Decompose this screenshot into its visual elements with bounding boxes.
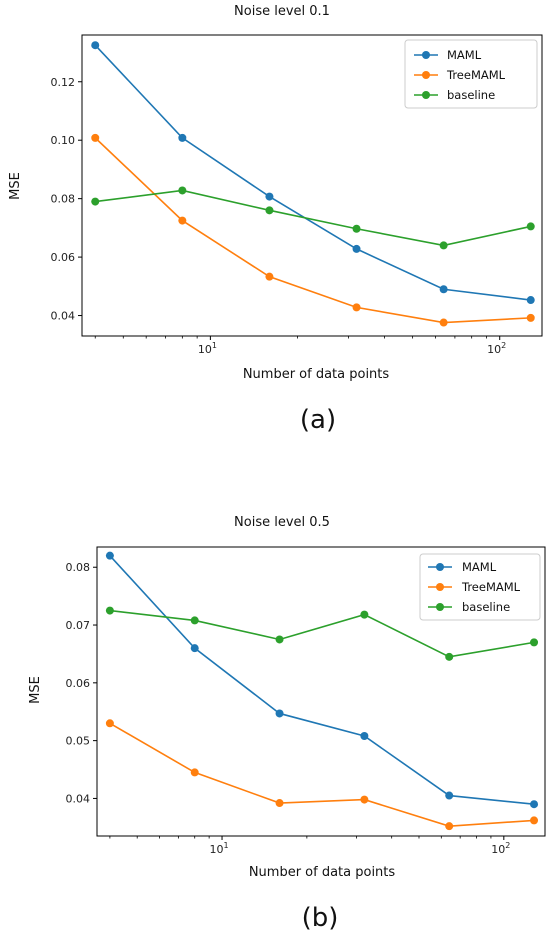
chart-a-legend-label-baseline: baseline — [447, 88, 495, 102]
chart-b-x-tick-label: 101 — [209, 841, 228, 856]
chart-a-y-tick-label: 0.10 — [51, 134, 76, 147]
chart-b-series — [105, 551, 539, 831]
chart-a-point-maml — [265, 192, 274, 201]
chart-a-line-baseline — [95, 189, 531, 247]
chart-a-point-baseline — [526, 222, 535, 231]
chart-a-y-tick-label: 0.04 — [51, 310, 76, 323]
chart-b-line-treemaml — [109, 722, 535, 827]
chart-b-point-treemaml — [105, 719, 114, 728]
chart-a-point-maml — [178, 133, 187, 142]
chart-a-y-tick-label: 0.08 — [51, 193, 76, 206]
chart-b-point-maml — [530, 800, 539, 809]
chart-b-line-maml — [109, 555, 535, 806]
chart-a-y-axis-label: MSE — [8, 172, 23, 200]
chart-a-series — [91, 41, 535, 327]
chart-b-point-maml — [190, 644, 199, 653]
chart-b-plot-area — [96, 546, 546, 837]
chart-b-title: Noise level 0.5 — [234, 515, 330, 530]
chart-b-x-ticks: 101 102 — [109, 836, 510, 856]
chart-b-legend-dot-baseline — [436, 603, 444, 611]
chart-b-point-maml — [105, 551, 114, 560]
chart-a-point-maml — [352, 244, 361, 253]
chart-a-point-baseline — [439, 241, 448, 250]
chart-a-legend-label-maml: MAML — [447, 48, 482, 62]
chart-a-point-baseline — [91, 197, 100, 206]
chart-a-y-tick-label: 0.06 — [51, 251, 76, 264]
chart-a-title: Noise level 0.1 — [234, 4, 330, 19]
chart-a-y-ticks: 0.04 0.06 0.08 0.10 0.12 — [51, 76, 82, 323]
chart-b-legend-label-maml: MAML — [462, 560, 497, 574]
chart-b-y-tick-label: 0.06 — [66, 677, 91, 690]
chart-b-legend-label-baseline: baseline — [462, 600, 510, 614]
chart-b: Noise level 0.5 0.04 0.05 0.06 0.07 0.08 101… — [28, 515, 546, 933]
chart-a-point-baseline — [265, 206, 274, 215]
chart-b-y-tick-label: 0.05 — [66, 735, 91, 748]
chart-a-x-ticks: 101 102 — [94, 336, 506, 356]
chart-b-y-tick-label: 0.07 — [66, 619, 91, 632]
chart-a-x-tick-label: 102 — [487, 341, 506, 356]
chart-a-y-tick-label: 0.12 — [51, 76, 76, 89]
chart-b-point-treemaml — [190, 768, 199, 777]
chart-b-caption: (b) — [302, 903, 339, 933]
chart-b-y-tick-label: 0.04 — [66, 792, 91, 805]
chart-b-legend-label-treemaml: TreeMAML — [461, 580, 521, 594]
chart-b-point-baseline — [105, 606, 114, 615]
chart-a-point-treemaml — [91, 133, 100, 142]
chart-a-point-maml — [439, 285, 448, 294]
chart-a-point-treemaml — [265, 272, 274, 281]
chart-a-legend: MAML TreeMAML baseline — [404, 39, 538, 109]
chart-a: Noise level 0.1 0.04 0.06 0.08 0.10 0.12 101… — [8, 4, 543, 435]
chart-b-point-baseline — [445, 652, 454, 661]
chart-b-y-axis-label: MSE — [28, 676, 43, 704]
chart-a-point-treemaml — [352, 303, 361, 312]
chart-a-point-baseline — [352, 224, 361, 233]
chart-a-line-treemaml — [94, 137, 531, 324]
chart-b-legend-dot-maml — [436, 563, 444, 571]
chart-b-x-tick-label: 102 — [491, 841, 510, 856]
chart-b-point-maml — [275, 709, 284, 718]
chart-a-x-axis-label: Number of data points — [243, 367, 390, 382]
chart-a-point-maml — [526, 296, 535, 305]
chart-a-legend-dot-treemaml — [422, 71, 430, 79]
chart-b-legend-dot-treemaml — [436, 583, 444, 591]
chart-b-point-treemaml — [360, 795, 369, 804]
chart-a-point-treemaml — [526, 313, 535, 322]
chart-b-legend-box — [419, 553, 541, 621]
chart-a-point-treemaml — [178, 216, 187, 225]
chart-b-point-baseline — [530, 638, 539, 647]
chart-a-point-treemaml — [439, 318, 448, 327]
chart-a-legend-label-treemaml: TreeMAML — [446, 68, 506, 82]
chart-b-y-tick-label: 0.08 — [66, 561, 91, 574]
chart-b-line-baseline — [109, 609, 535, 658]
chart-b-point-maml — [445, 791, 454, 800]
chart-a-legend-dot-maml — [422, 51, 430, 59]
chart-a-plot-area — [81, 34, 543, 337]
chart-a-point-maml — [91, 41, 100, 50]
chart-a-point-baseline — [178, 186, 187, 195]
chart-b-point-baseline — [275, 635, 284, 644]
chart-b-x-axis-label: Number of data points — [249, 865, 396, 880]
chart-a-legend-dot-baseline — [422, 91, 430, 99]
chart-b-point-baseline — [190, 616, 199, 625]
chart-b-y-ticks: 0.04 0.05 0.06 0.07 0.08 — [66, 561, 97, 805]
chart-b-point-treemaml — [530, 816, 539, 825]
chart-b-point-baseline — [360, 610, 369, 619]
chart-a-caption: (a) — [300, 405, 336, 435]
chart-b-point-treemaml — [275, 799, 284, 808]
chart-b-point-maml — [360, 732, 369, 741]
chart-a-line-maml — [94, 44, 531, 301]
chart-b-legend: MAML TreeMAML baseline — [419, 553, 541, 621]
chart-a-x-tick-label: 101 — [198, 341, 217, 356]
chart-a-legend-box — [404, 39, 538, 109]
chart-b-point-treemaml — [445, 822, 454, 831]
